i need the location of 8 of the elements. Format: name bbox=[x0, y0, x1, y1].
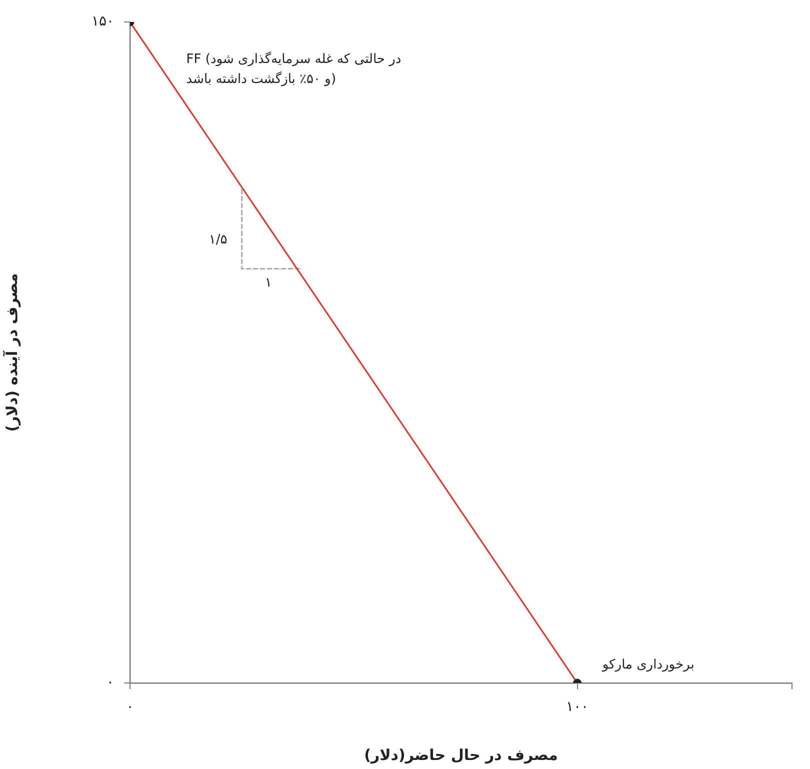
x-axis-title: مصرف در حال حاضر(دلار) bbox=[364, 746, 558, 764]
annotation: برخورداری مارکو bbox=[601, 658, 694, 673]
annotation: ۱/۵ bbox=[208, 232, 228, 248]
annotation: ۱ bbox=[264, 275, 272, 290]
x-tick-label: ۱۰۰ bbox=[566, 699, 589, 716]
y-axis-title: مصرف در آینده (دلار) bbox=[2, 273, 21, 432]
annotation: FF (در حالتی که غله سرمایه‌گذاری شود و ۵۰٪ بازگشت داشته باشد) bbox=[186, 51, 402, 88]
y-tick-label: ۱۵۰ bbox=[91, 14, 114, 30]
